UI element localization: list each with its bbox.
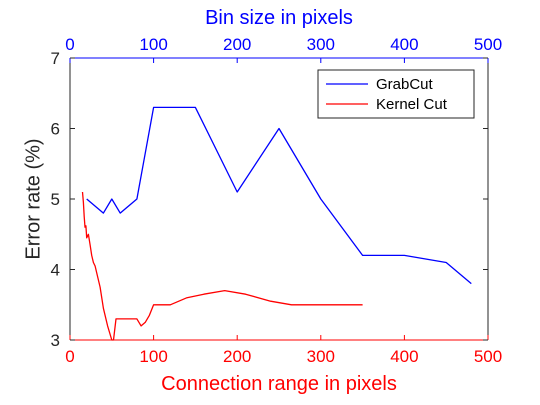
x-bottom-tick-label: 100: [139, 347, 167, 366]
legend: GrabCut Kernel Cut: [317, 69, 475, 119]
series-line-grabcut: [86, 106, 472, 285]
x-top-tick-label: 500: [474, 35, 502, 54]
x-top-tick-label: 0: [65, 35, 74, 54]
x-bottom-tick-label: 0: [65, 347, 74, 366]
y-tick-label: 7: [51, 49, 60, 68]
series-layer: [81, 106, 472, 341]
x-bottom-tick-label: 500: [474, 347, 502, 366]
x-top-tick-label: 300: [307, 35, 335, 54]
x-bottom-axis-title: Connection range in pixels: [161, 373, 397, 395]
y-tick-label: 6: [51, 120, 60, 139]
y-tick-label: 4: [51, 261, 60, 280]
legend-label: GrabCut: [376, 76, 434, 93]
x-bottom-tick-label: 400: [390, 347, 418, 366]
legend-label: Kernel Cut: [376, 96, 448, 113]
x-top-tick-label: 100: [139, 35, 167, 54]
y-tick-label: 5: [51, 190, 60, 209]
series-line-kernel-cut: [81, 191, 363, 341]
ticks-layer: 0 100 200 300 400 500 0 100 200 300 400 500 3 4 5 6 7: [51, 35, 503, 366]
y-tick-label: 3: [51, 331, 60, 350]
legend-box: [317, 69, 475, 119]
x-bottom-tick-label: 300: [307, 347, 335, 366]
x-top-axis-title: Bin size in pixels: [205, 7, 353, 29]
y-axis-title: Error rate (%): [22, 138, 44, 259]
x-bottom-tick-label: 200: [223, 347, 251, 366]
x-top-tick-label: 400: [390, 35, 418, 54]
x-top-tick-label: 200: [223, 35, 251, 54]
